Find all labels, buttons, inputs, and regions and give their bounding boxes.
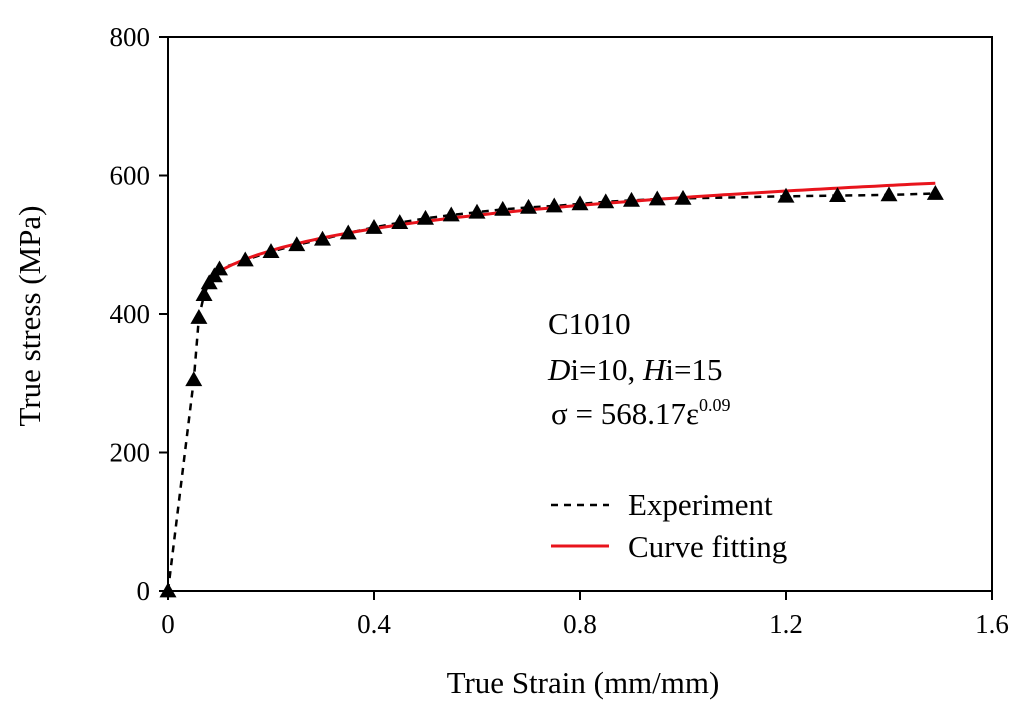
experiment-data-point (159, 582, 177, 598)
legend-label-experiment: Experiment (628, 487, 773, 522)
equation-exponent: 0.09 (699, 395, 731, 415)
legend: Experiment Curve fitting (551, 487, 787, 564)
x-axis-title: True Strain (mm/mm) (447, 665, 720, 700)
y-tick-label: 0 (137, 576, 151, 606)
fit-equation: σ = 568.17ε0.09 (551, 395, 730, 431)
equation-base: σ = 568.17ε (551, 396, 699, 431)
x-tick-label: 0.8 (563, 609, 597, 639)
experiment-data-point (391, 214, 409, 229)
y-tick-label: 600 (110, 161, 151, 191)
specimen-dimensions: Di=10, Hi=15 (547, 352, 723, 387)
experiment-data-point (880, 186, 898, 202)
experiment-data-point (623, 191, 640, 207)
experiment-data-point (545, 197, 563, 213)
experiment-data-point (195, 286, 213, 301)
d-variable: D (547, 352, 570, 387)
material-label: C1010 (548, 306, 631, 341)
d-value: i=10, (570, 352, 643, 387)
experiment-data-point (339, 224, 357, 240)
experiment-data-point (926, 185, 944, 200)
experiment-data-point (442, 206, 460, 222)
x-tick-label: 1.6 (975, 609, 1009, 639)
experiment-data-point (648, 190, 666, 206)
experiment-data-point (674, 189, 692, 205)
experiment-data-point (314, 230, 331, 246)
x-tick-label: 0.4 (357, 609, 391, 639)
experiment-data-point (417, 209, 434, 225)
x-tick-label: 1.2 (769, 609, 803, 639)
experiment-data-point (190, 308, 208, 324)
experiment-data-point (777, 187, 795, 203)
experiment-data-point (571, 195, 589, 211)
curve-fitting-series-line (208, 181, 936, 279)
y-tick-label: 200 (110, 438, 151, 468)
h-value: i=15 (665, 352, 722, 387)
experiment-data-point (262, 243, 280, 259)
experiment-data-point (829, 187, 846, 202)
experiment-data-point (211, 260, 228, 276)
experiment-data-point (468, 203, 486, 219)
experiment-data-point (288, 236, 306, 252)
y-tick-label: 400 (110, 299, 151, 329)
y-axis-title: True stress (MPa) (12, 205, 47, 426)
experiment-data-point (520, 198, 537, 214)
experiment-data-point (365, 218, 383, 234)
experiment-data-point (597, 193, 615, 209)
experiment-series-line (166, 192, 936, 592)
h-variable: H (642, 352, 667, 387)
experiment-data-point (494, 200, 512, 216)
x-tick-label: 0 (161, 609, 175, 639)
experiment-data-point (236, 251, 254, 267)
legend-label-curve-fitting: Curve fitting (628, 529, 787, 564)
y-tick-label: 800 (110, 22, 151, 52)
experiment-data-point (185, 371, 203, 387)
